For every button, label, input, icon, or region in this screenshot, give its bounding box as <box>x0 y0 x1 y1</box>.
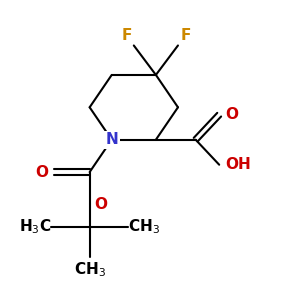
Text: O: O <box>225 107 238 122</box>
Text: N: N <box>105 132 118 147</box>
Text: F: F <box>180 28 190 43</box>
Text: CH$_3$: CH$_3$ <box>74 260 106 279</box>
Text: O: O <box>94 197 107 212</box>
Text: CH$_3$: CH$_3$ <box>128 217 160 236</box>
Text: F: F <box>121 28 132 43</box>
Text: O: O <box>35 165 48 180</box>
Text: OH: OH <box>225 157 251 172</box>
Text: H$_3$C: H$_3$C <box>19 217 51 236</box>
